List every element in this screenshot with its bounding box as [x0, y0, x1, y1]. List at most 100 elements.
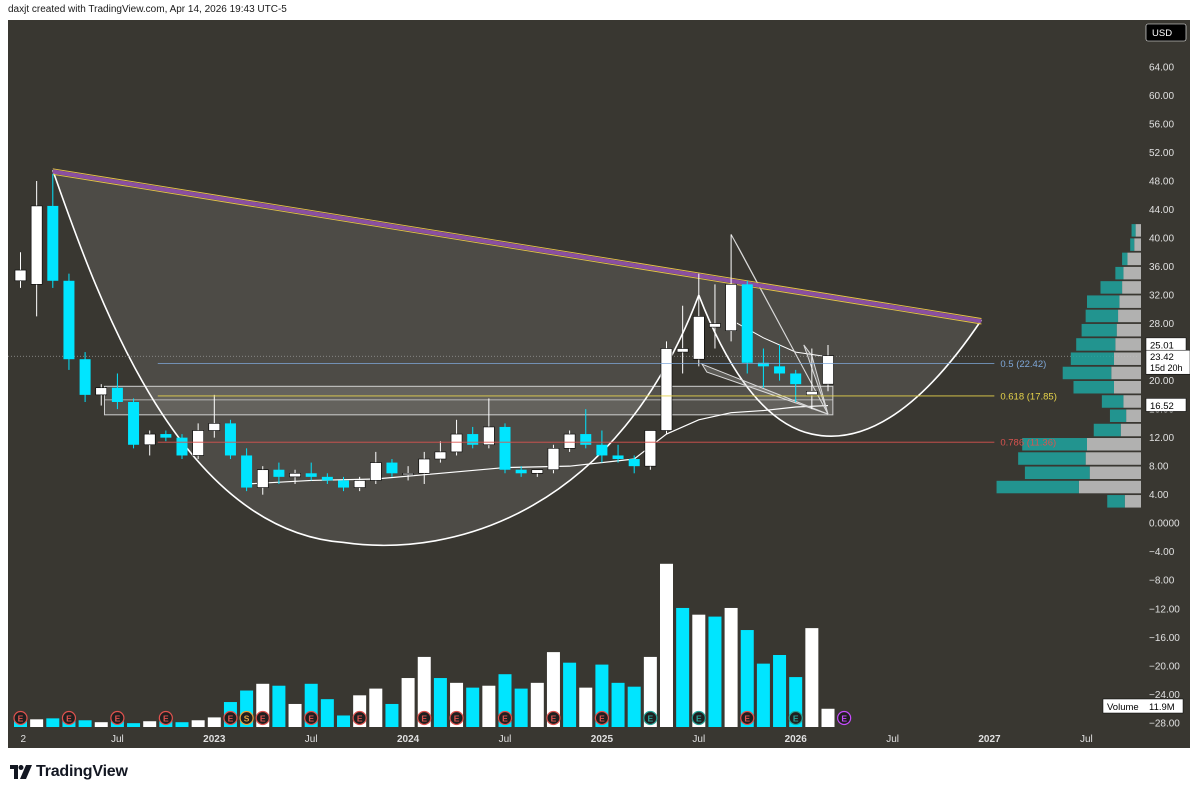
- falling-wedge-upper: [730, 234, 829, 415]
- y-tick-label: 20.00: [1149, 376, 1174, 387]
- volume-bar: [78, 720, 92, 727]
- candle-body: [143, 433, 156, 446]
- fib-level-label: 0.618 (17.85): [1000, 391, 1057, 402]
- earnings-marker-label: E: [228, 713, 234, 723]
- chart-attribution: daxjt created with TradingView.com, Apr …: [8, 4, 287, 15]
- candle-body: [483, 426, 495, 446]
- earnings-marker-label: E: [115, 713, 121, 723]
- y-tick-label: −8.00: [1149, 576, 1175, 587]
- volume-profile-bar-grey: [1114, 380, 1141, 394]
- earnings-marker-label: E: [421, 713, 427, 723]
- chart-canvas[interactable]: 64.00 60.00 56.00 52.00 48.00 44.00 40.00 36.00…: [8, 20, 1190, 748]
- volume-bar: [546, 652, 560, 727]
- earnings-marker: [497, 710, 513, 726]
- volume-profile-bar-grey: [1124, 495, 1141, 508]
- support-zone-box: [103, 385, 834, 416]
- volume-profile-bar-grey: [1123, 266, 1141, 280]
- volume-bar: [94, 722, 108, 727]
- volume-profile-bar-grey: [1135, 224, 1141, 237]
- candle-body: [241, 455, 253, 488]
- volume-profile-bar-grey: [1127, 252, 1141, 266]
- volume-profile-bar-grey: [1115, 338, 1141, 351]
- y-tick-label: 60.00: [1149, 91, 1174, 102]
- x-tick-label: Jul: [305, 734, 318, 745]
- volume-bar: [433, 678, 447, 727]
- volume-profile-bar-teal: [1076, 338, 1116, 351]
- x-tick-label: 2024: [397, 734, 420, 745]
- candle-body: [14, 269, 27, 282]
- earnings-marker: [788, 710, 803, 726]
- volume-bar: [579, 687, 593, 727]
- y-tick-label: 64.00: [1149, 62, 1174, 73]
- y-tick-label: −12.00: [1149, 604, 1180, 615]
- volume-bar: [514, 688, 528, 727]
- candle-body: [563, 433, 576, 449]
- volume-profile-bar-grey: [1126, 409, 1141, 422]
- candle-body: [676, 348, 689, 353]
- volume-profile-bar-grey: [1134, 238, 1141, 251]
- volume-bar: [530, 682, 544, 727]
- volume-profile-bar-teal: [1131, 224, 1136, 237]
- y-tick-label: 36.00: [1149, 262, 1174, 273]
- candle-body: [321, 476, 333, 481]
- price-label-ma: 16.52: [1150, 401, 1174, 412]
- volume-profile-bar-teal: [1100, 281, 1123, 294]
- candle-body: [192, 430, 204, 456]
- cup-curve-right: [698, 294, 983, 437]
- x-tick-label: Jul: [499, 734, 512, 745]
- y-tick-label: −24.00: [1149, 690, 1180, 701]
- volume-bar: [482, 685, 496, 727]
- volume-profile-bar-teal: [1085, 309, 1119, 323]
- candle-body: [369, 462, 382, 481]
- volume-profile-bar-teal: [1081, 323, 1117, 337]
- earnings-marker: [546, 710, 561, 726]
- earnings-marker-label: E: [599, 713, 605, 723]
- earnings-marker-label: S: [244, 713, 250, 723]
- x-tick-label: Jul: [111, 734, 124, 745]
- volume-profile-bar-teal: [1024, 466, 1090, 480]
- candle-body: [790, 373, 802, 385]
- earnings-marker: [837, 710, 852, 726]
- candle-body: [386, 462, 398, 474]
- candle-body: [741, 284, 753, 363]
- x-tick-label: Jul: [886, 734, 899, 745]
- candle-body: [402, 472, 414, 476]
- earnings-marker: [239, 710, 254, 726]
- candle-body: [692, 316, 705, 360]
- volume-profile-bar-teal: [1122, 252, 1128, 266]
- price-chart[interactable]: 64.00 60.00 56.00 52.00 48.00 44.00 40.00 36.00…: [8, 20, 1190, 748]
- currency-badge: [1145, 23, 1187, 42]
- candle-body: [628, 459, 640, 467]
- currency-badge-label: USD: [1152, 28, 1172, 39]
- candle-body: [709, 323, 721, 328]
- trendline-yellow-top: [52, 168, 982, 319]
- volume-profile-bar-teal: [1101, 395, 1124, 408]
- fib-level-label: 0.5 (22.42): [1000, 359, 1046, 370]
- fib-level-label: 0.786 (11.36): [1000, 438, 1056, 449]
- earnings-marker-label: E: [66, 713, 72, 723]
- volume-bar: [369, 688, 383, 727]
- volume-profile-bar-grey: [1119, 295, 1141, 308]
- candle-body: [305, 473, 317, 477]
- y-tick-label: 48.00: [1149, 176, 1174, 187]
- volume-bar: [563, 662, 577, 727]
- y-tick-label: 44.00: [1149, 205, 1174, 216]
- candle-body: [580, 434, 592, 445]
- candle-body: [273, 469, 285, 477]
- volume-profile-bar-grey: [1118, 309, 1141, 323]
- candle-body: [176, 437, 188, 456]
- volume-profile-bar-teal: [1107, 495, 1125, 508]
- x-tick-label: 2026: [785, 734, 808, 745]
- earnings-marker-label: E: [551, 713, 557, 723]
- earnings-marker: [417, 710, 432, 726]
- volume-bar: [627, 686, 641, 727]
- earnings-marker: [255, 710, 270, 726]
- volume-label: Volume: [1107, 702, 1139, 713]
- volume-bar: [30, 719, 44, 727]
- y-tick-label: −20.00: [1149, 661, 1180, 672]
- tradingview-logo[interactable]: TradingView: [10, 763, 128, 781]
- candle-body: [160, 434, 172, 438]
- volume-bar: [595, 664, 609, 727]
